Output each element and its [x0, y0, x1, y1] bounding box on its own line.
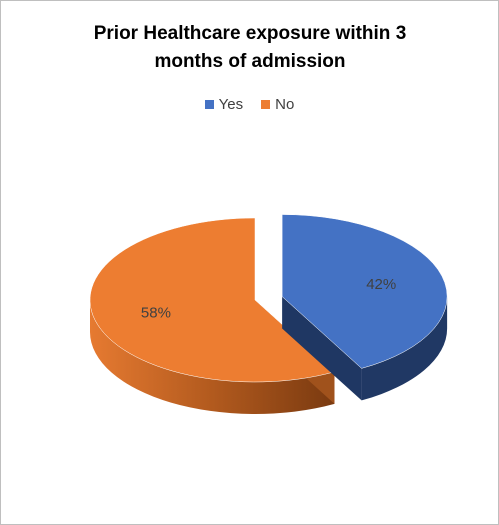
pie-slice-yes — [281, 214, 448, 369]
legend: Yes No — [0, 96, 499, 113]
data-label-no: 58% — [141, 305, 171, 322]
pie-side-yes — [361, 296, 448, 401]
legend-swatch-yes — [204, 100, 214, 109]
pie-slice-no — [89, 217, 335, 383]
chart-title: Prior Healthcare exposure within 3 month… — [40, 20, 460, 76]
pie-slices — [89, 214, 448, 414]
chart-title-line-1: Prior Healthcare exposure within 3 — [93, 23, 407, 44]
legend-swatch-no — [261, 100, 271, 109]
chart-title-line-2: months of admission — [154, 51, 346, 72]
pie-cut-face-yes-1 — [282, 296, 362, 401]
legend-item-yes: Yes — [204, 96, 244, 113]
legend-label-no: No — [275, 96, 295, 113]
data-label-yes: 42% — [366, 276, 396, 293]
pie-side-no — [90, 300, 335, 414]
legend-label-yes: Yes — [218, 96, 244, 113]
legend-item-no: No — [261, 96, 294, 113]
